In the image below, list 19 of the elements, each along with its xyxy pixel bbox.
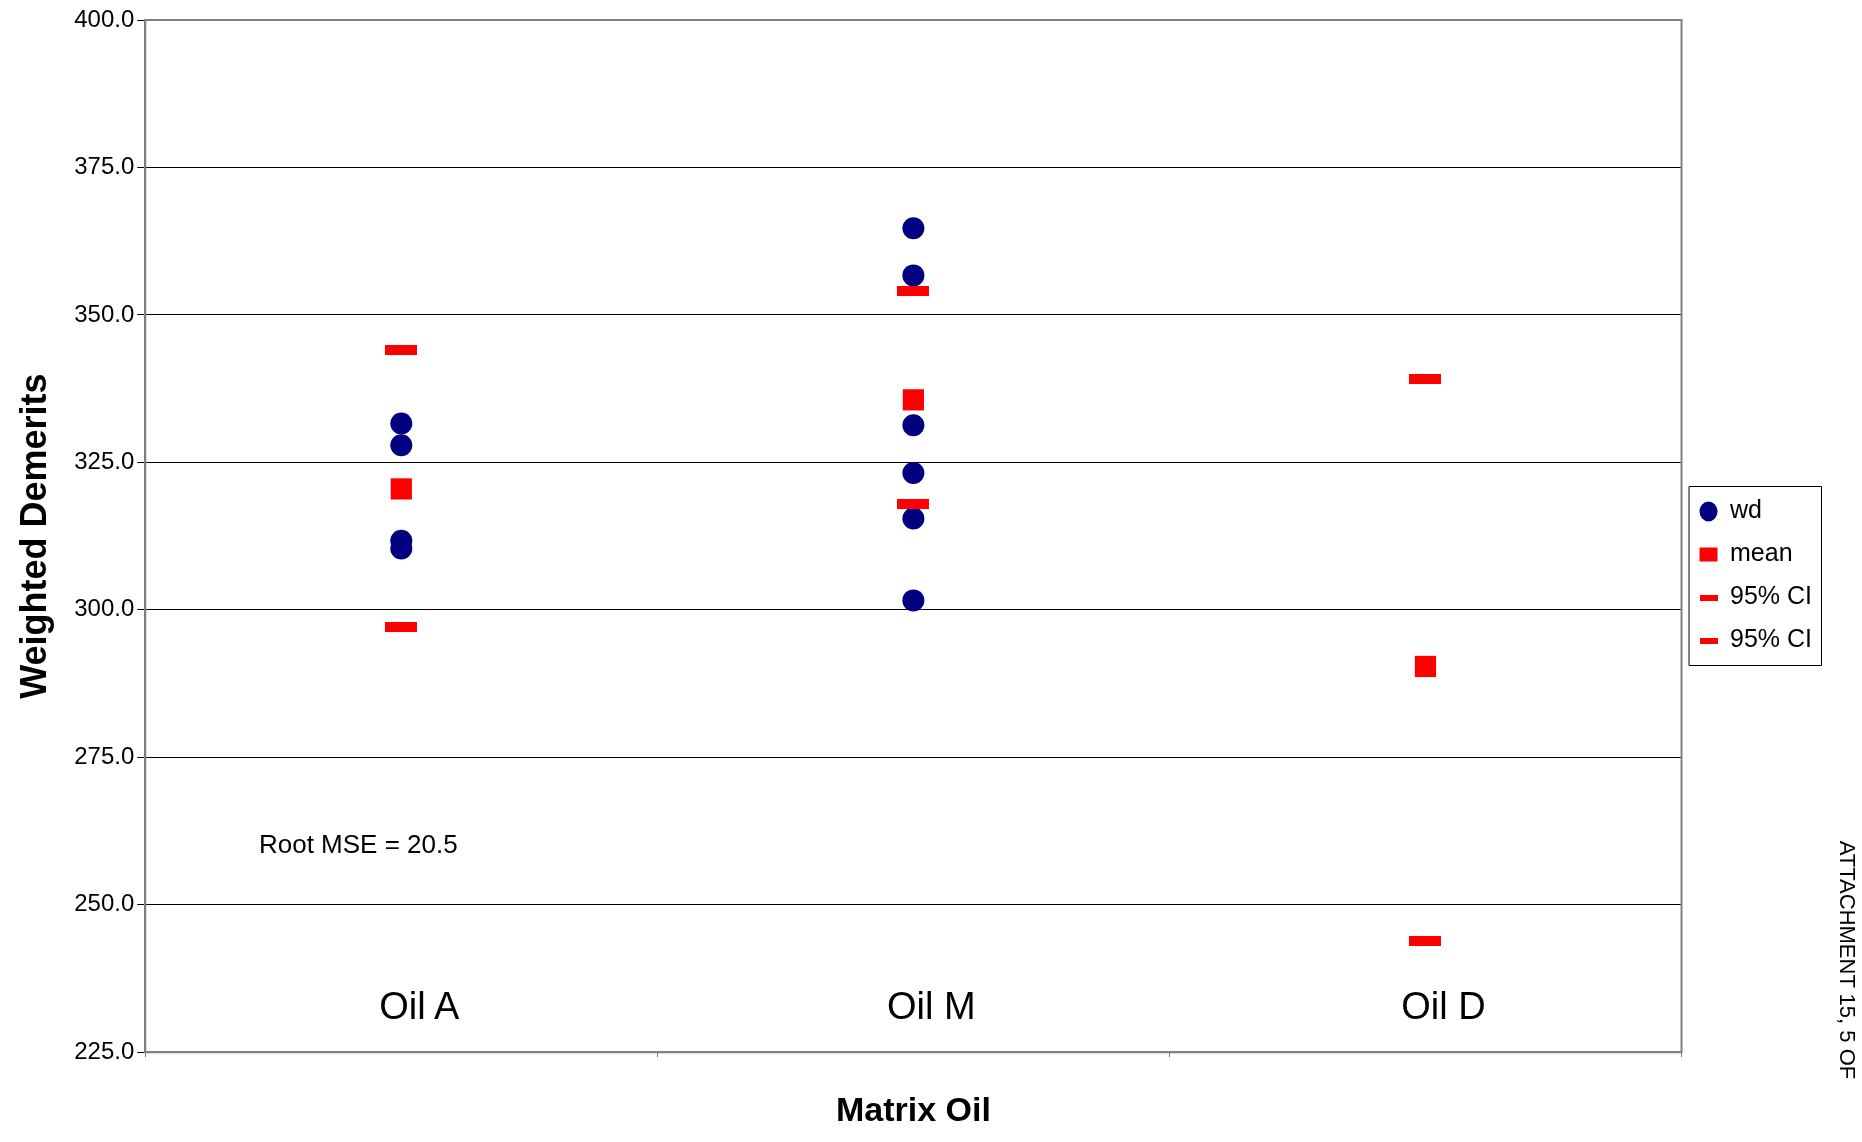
y-tick-label: 325.0 — [74, 447, 135, 474]
y-tick-label: 400.0 — [74, 4, 135, 32]
annotation: Root MSE = 20.5 — [258, 828, 458, 859]
x-tick-label: Oil A — [379, 984, 461, 1027]
x-tick-label: Oil D — [1401, 984, 1486, 1027]
y-tick-label: 250.0 — [74, 889, 135, 917]
legend-label: mean — [1730, 538, 1793, 567]
text: ATTACHMENT 15, 5 OF — [1834, 840, 1860, 1080]
legend-label: wd — [1729, 495, 1762, 524]
y-tick-label: 375.0 — [74, 152, 135, 180]
y-tick-label: 275.0 — [74, 741, 135, 769]
y-axis-title: Weighted Demerits — [12, 373, 54, 699]
x-axis-title: Matrix Oil — [835, 1089, 991, 1128]
y-tick-label: 300.0 — [74, 594, 135, 622]
legend-label: 95% CI — [1730, 581, 1812, 610]
x-tick-label: Oil M — [887, 984, 976, 1027]
y-tick-label: 350.0 — [74, 299, 135, 327]
y-tick-label: 225.0 — [74, 1036, 135, 1064]
legend-label: 95% CI — [1730, 624, 1812, 653]
